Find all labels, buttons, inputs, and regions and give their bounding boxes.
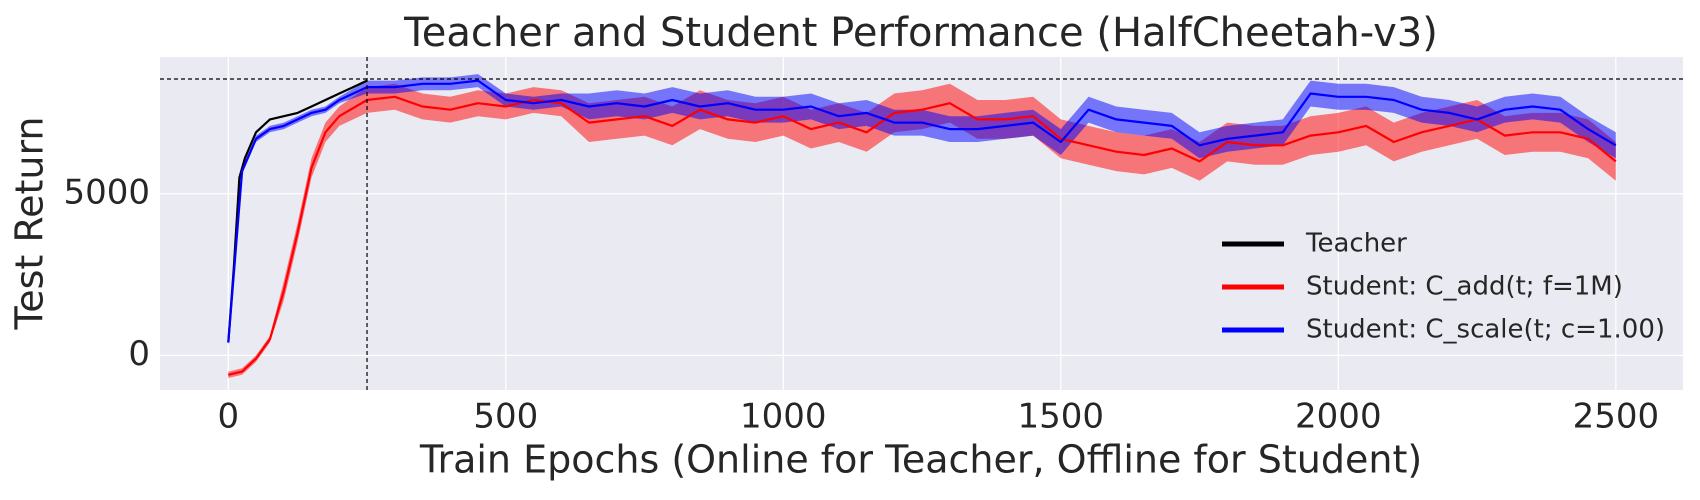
legend-label: Teacher (1305, 229, 1407, 259)
x-tick-label: 500 (473, 397, 538, 437)
legend-label: Student: C_scale(t; c=1.00) (1306, 315, 1665, 345)
x-tick-label: 0 (217, 397, 239, 437)
legend-label: Student: C_add(t; f=1M) (1306, 272, 1623, 302)
x-axis-label: Train Epochs (Online for Teacher, Offlin… (419, 438, 1422, 482)
confidence-band (228, 74, 1616, 346)
legend: Teacher Student: C_add(t; f=1M) Student: C… (1222, 229, 1665, 345)
x-tick-label: 2500 (1573, 397, 1660, 437)
x-tick-label: 1500 (1018, 397, 1105, 437)
confidence-band (228, 83, 1616, 379)
x-tick-label: 2000 (1295, 397, 1382, 437)
y-tick-label: 5000 (63, 172, 150, 212)
series-line (227, 79, 368, 343)
x-tick-label: 1000 (740, 397, 827, 437)
chart-title: Teacher and Student Performance (HalfChe… (403, 10, 1438, 56)
y-tick-label: 0 (128, 334, 150, 374)
y-axis-label: Test Return (8, 116, 52, 330)
